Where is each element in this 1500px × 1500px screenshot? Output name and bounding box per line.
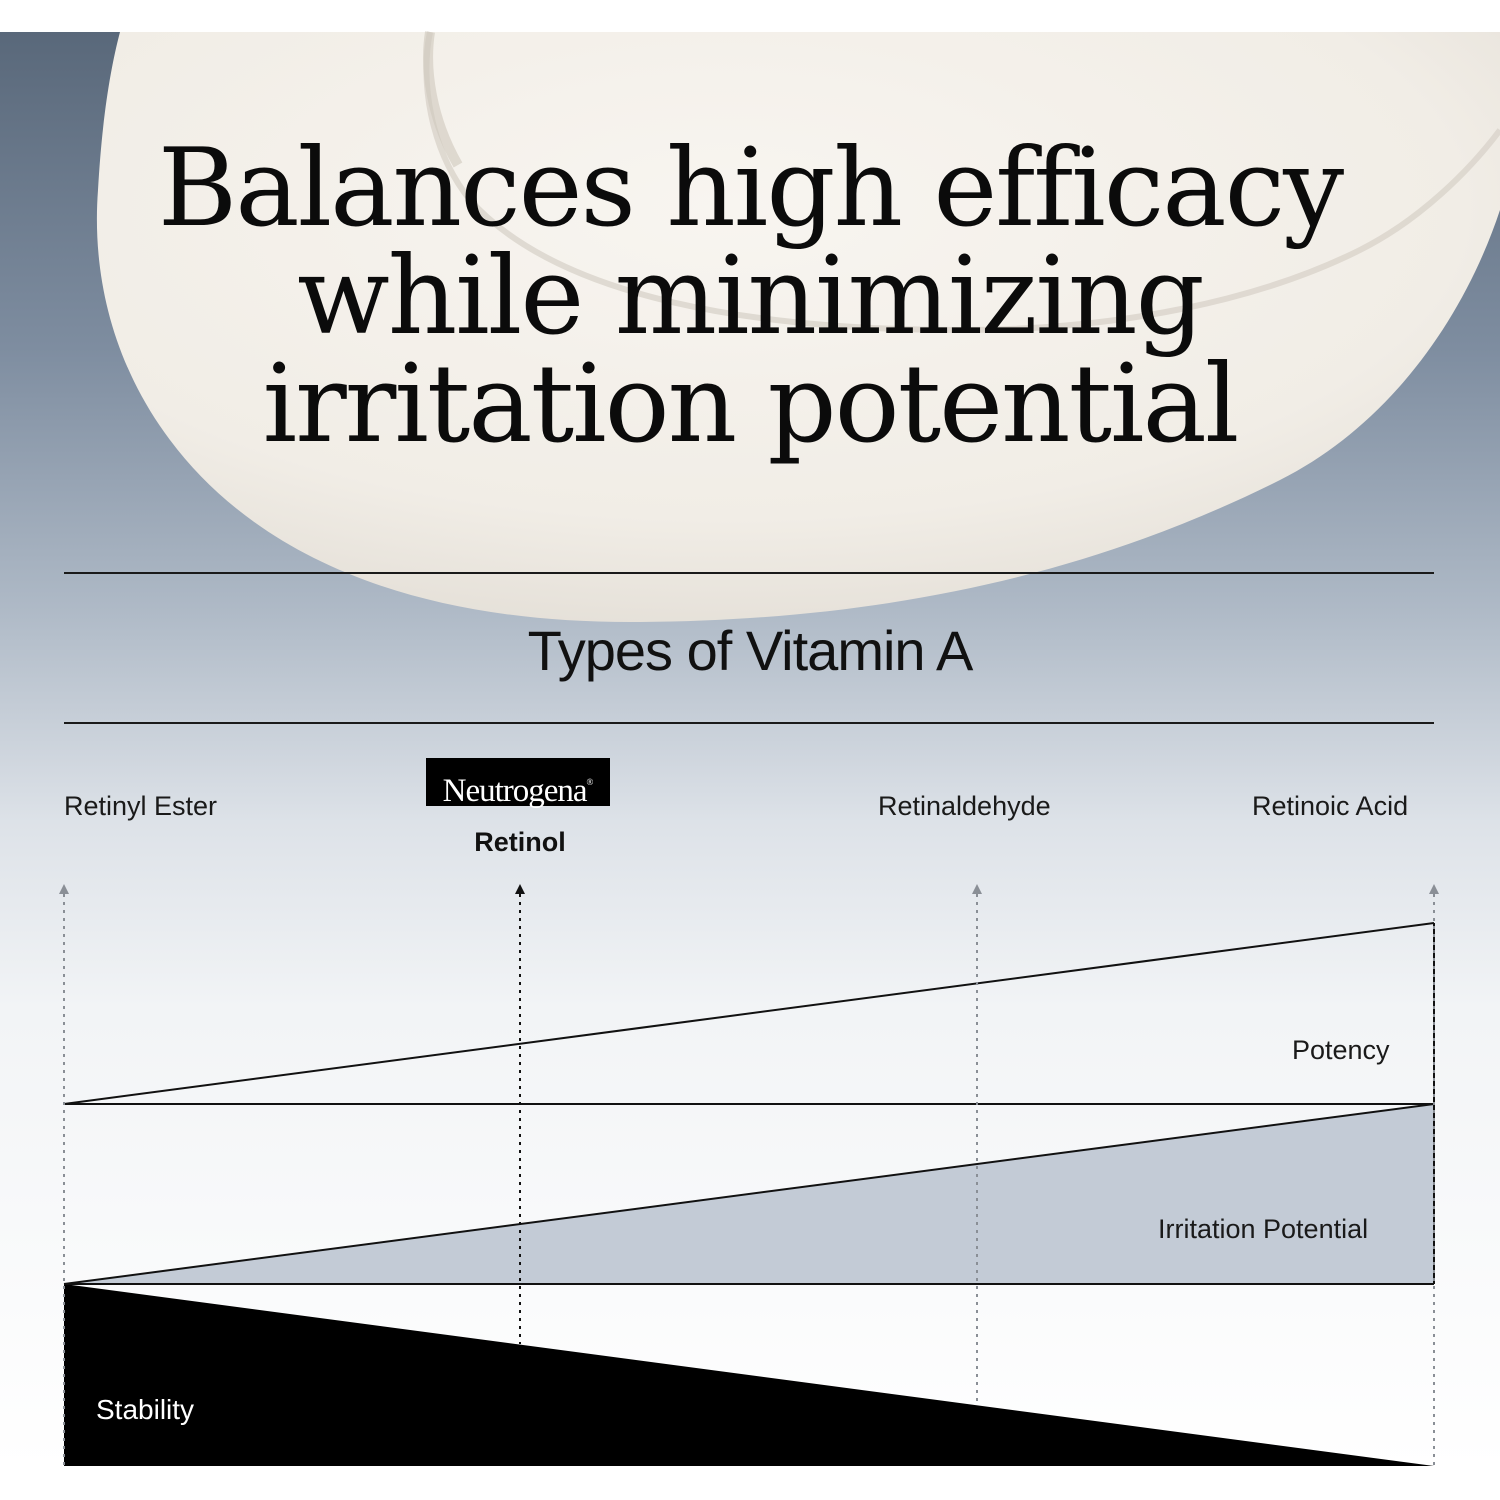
irritation-line [63, 1103, 1435, 1285]
potency-line [63, 922, 1435, 1105]
headline-line-1: Balances high efficacy [157, 126, 1344, 251]
cream-swirl [96, 32, 1500, 623]
type-label-retinyl-ester: Retinyl Ester [64, 791, 218, 821]
band-label-stability: Stability [96, 1394, 195, 1425]
type-label-retinaldehyde: Retinaldehyde [878, 791, 1051, 821]
brand-name: Neutrogena [442, 773, 588, 809]
type-label-retinol: Retinol [474, 827, 566, 857]
headline: Balances high efficacy while minimizing … [0, 135, 1500, 459]
vitamin-a-diagram [59, 884, 1439, 1466]
marker-retinoic-acid-arrow-up-icon [1429, 884, 1439, 894]
band-label-irritation: Irritation Potential [1158, 1214, 1369, 1244]
headline-line-2: while minimizing [297, 234, 1204, 359]
headline-line-3: irritation potential [262, 342, 1240, 467]
marker-retinol-arrow-up-icon [515, 884, 525, 894]
bottom-divider [64, 722, 1434, 724]
cream-fold [423, 31, 1500, 334]
section-title: Types of Vitamin A [527, 619, 974, 682]
type-label-retinoic-acid: Retinoic Acid [1252, 791, 1409, 821]
top-divider [64, 572, 1434, 574]
neutrogena-logo: Neutrogena® [426, 758, 610, 809]
stability-wedge [64, 1284, 1434, 1466]
marker-retinyl-ester-arrow-up-icon [59, 884, 69, 894]
band-label-potency: Potency [1292, 1035, 1390, 1065]
marker-retinaldehyde-arrow-up-icon [972, 884, 982, 894]
cream-shadow [423, 31, 463, 168]
